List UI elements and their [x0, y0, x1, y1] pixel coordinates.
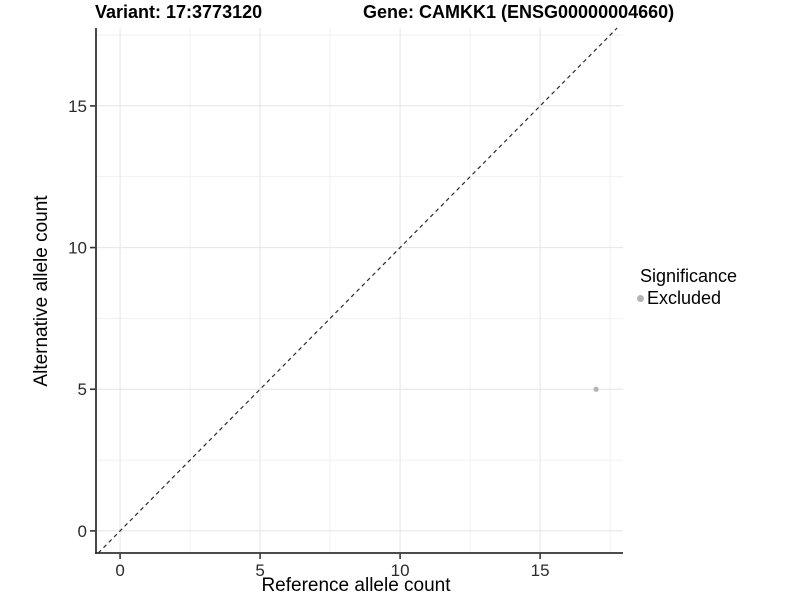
y-tick-label: 0: [78, 522, 87, 541]
identity-dashed-line: [97, 27, 618, 554]
legend-title: Significance: [640, 266, 738, 286]
y-tick-label: 10: [68, 239, 87, 258]
legend-item-label: Excluded: [647, 288, 722, 308]
y-axis-title: Alternative allele count: [31, 195, 52, 387]
x-axis-title: Reference allele count: [261, 575, 451, 596]
x-tick-label: 5: [255, 561, 264, 580]
variant-title: Variant: 17:3773120: [95, 2, 263, 22]
legend-key: [633, 291, 647, 305]
x-tick-label: 0: [115, 561, 124, 580]
data-point: [593, 386, 599, 392]
legend-item-excluded: Excluded: [633, 288, 737, 308]
y-tick-label: 5: [78, 380, 87, 399]
x-tick-label: 15: [531, 561, 550, 580]
legend: Significance Excluded: [633, 266, 737, 308]
legend-key-dot: [636, 294, 644, 302]
y-tick-label: 15: [68, 97, 87, 116]
x-tick-label: 10: [391, 561, 410, 580]
gene-title: Gene: CAMKK1 (ENSG00000004660): [363, 2, 675, 22]
